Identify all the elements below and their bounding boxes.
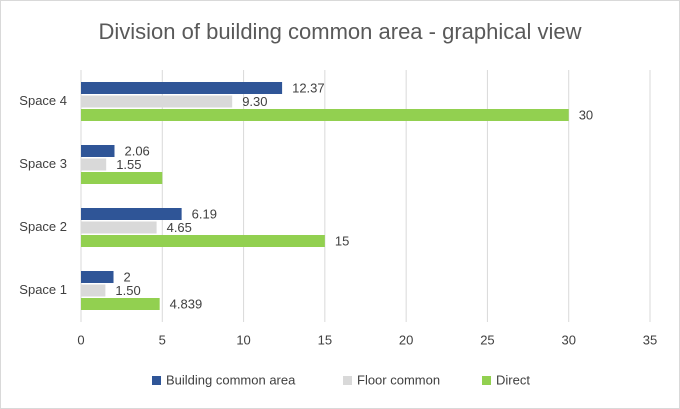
bar [81, 271, 114, 283]
bar [81, 235, 325, 247]
bar [81, 208, 182, 220]
y-tick-label: Space 4 [19, 93, 67, 108]
data-label: 4.65 [167, 220, 192, 235]
bar [81, 158, 107, 171]
y-tick-label: Space 1 [19, 282, 67, 297]
x-tick-label: 25 [480, 332, 494, 347]
x-tick-label: 10 [236, 332, 250, 347]
legend-swatch [482, 376, 491, 385]
data-label: 1.50 [115, 283, 140, 298]
data-label: 2.06 [124, 143, 149, 158]
legend-swatch [343, 376, 352, 385]
legend-label: Floor common [357, 372, 440, 387]
bar [81, 172, 163, 184]
bar [81, 284, 106, 297]
x-tick-label: 30 [561, 332, 575, 347]
bar [81, 109, 569, 121]
legend-label: Building common area [166, 372, 296, 387]
data-label: 30 [579, 107, 593, 122]
x-tick-label: 5 [159, 332, 166, 347]
x-tick-label: 15 [318, 332, 332, 347]
bar [81, 82, 283, 94]
legend-label: Direct [496, 372, 530, 387]
bar [81, 145, 115, 157]
legend-swatch [152, 376, 161, 385]
chart-title: Division of building common area - graph… [98, 19, 581, 44]
y-tick-label: Space 3 [19, 156, 67, 171]
data-label: 4.839 [170, 296, 203, 311]
bar [81, 95, 233, 108]
data-label: 9.30 [242, 94, 267, 109]
bar [81, 298, 160, 310]
data-label: 6.19 [192, 206, 217, 221]
x-tick-label: 0 [77, 332, 84, 347]
data-label: 1.55 [116, 157, 141, 172]
data-label: 12.37 [292, 80, 325, 95]
data-label: 2 [124, 269, 131, 284]
bar [81, 221, 157, 234]
data-label: 15 [335, 233, 349, 248]
y-tick-label: Space 2 [19, 219, 67, 234]
x-tick-label: 20 [399, 332, 413, 347]
x-tick-label: 35 [643, 332, 657, 347]
